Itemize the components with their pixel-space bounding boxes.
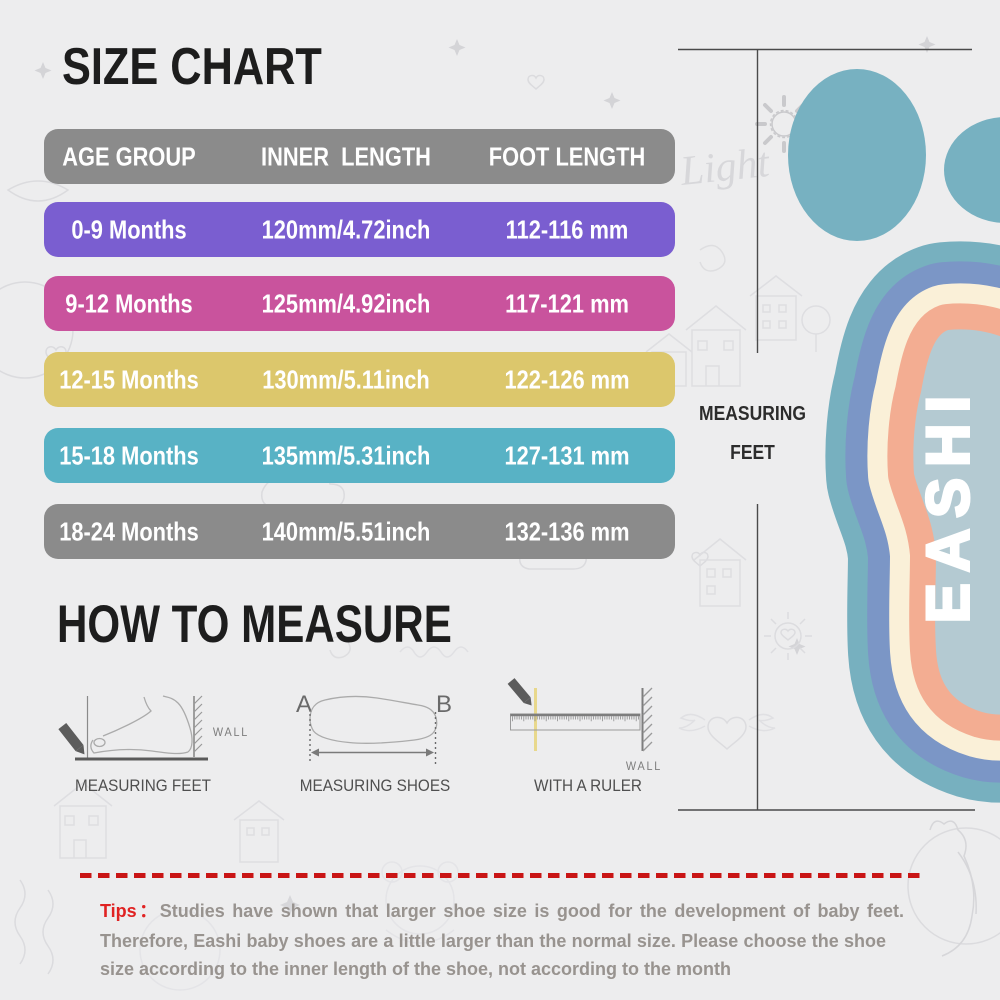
svg-text:EASHI: EASHI <box>915 385 982 623</box>
svg-text:Light: Light <box>677 140 772 195</box>
svg-text:B: B <box>436 691 452 718</box>
svg-text:A: A <box>296 691 312 718</box>
